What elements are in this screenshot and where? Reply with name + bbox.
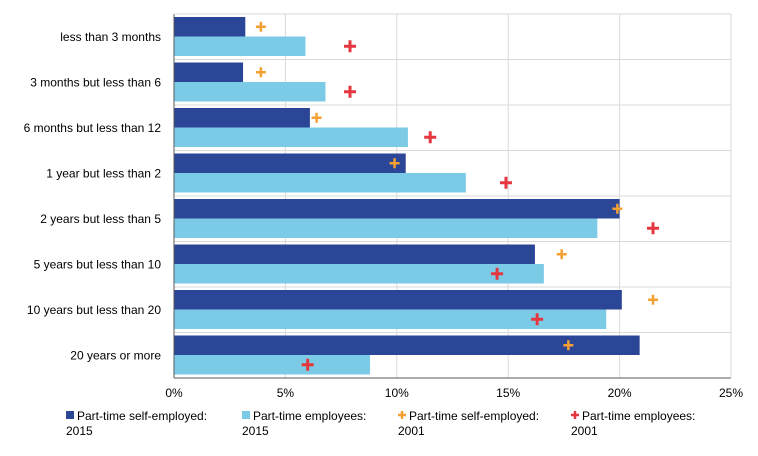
markers bbox=[255, 21, 660, 371]
marker-self-employed-2001-5 bbox=[556, 249, 567, 260]
marker-self-employed-2001-7 bbox=[563, 340, 574, 351]
bar-employees-2015-0 bbox=[174, 36, 306, 56]
category-labels: less than 3 months 3 months but less than… bbox=[24, 30, 162, 363]
marker-employees-2001-7 bbox=[301, 358, 314, 371]
legend-label-1-0: Part-time employees: bbox=[253, 409, 366, 423]
x-tick-label-5: 25% bbox=[719, 386, 743, 400]
legend-label-0-1: 2015 bbox=[66, 424, 93, 438]
legend-label-2-0: Part-time self-employed: bbox=[409, 409, 539, 423]
marker-self-employed-2001-1 bbox=[255, 67, 266, 78]
marker-self-employed-2001-2 bbox=[311, 112, 322, 123]
bar-employees-2015-7 bbox=[174, 355, 371, 375]
bars bbox=[174, 17, 640, 375]
x-tick-label-3: 15% bbox=[496, 386, 520, 400]
marker-self-employed-2001-3 bbox=[389, 158, 400, 169]
legend-item-1: Part-time employees:2015 bbox=[242, 409, 366, 438]
x-tick-label-0: 0% bbox=[165, 386, 183, 400]
bar-self-employed-2015-5 bbox=[174, 244, 535, 264]
bar-employees-2015-1 bbox=[174, 82, 326, 102]
marker-employees-2001-2 bbox=[424, 131, 437, 144]
marker-employees-2001-3 bbox=[499, 176, 512, 189]
axes bbox=[173, 13, 732, 379]
bar-self-employed-2015-1 bbox=[174, 62, 244, 82]
category-label-3: 1 year but less than 2 bbox=[46, 166, 161, 180]
legend-label-3-0: Part-time employees: bbox=[582, 409, 695, 423]
marker-employees-2001-0 bbox=[344, 40, 357, 53]
legend-swatch-2 bbox=[398, 411, 406, 419]
legend-swatch-3 bbox=[571, 411, 579, 419]
legend-label-1-1: 2015 bbox=[242, 424, 269, 438]
category-label-7: 20 years or more bbox=[70, 348, 161, 362]
category-label-0: less than 3 months bbox=[60, 30, 161, 44]
bar-self-employed-2015-7 bbox=[174, 335, 640, 355]
legend-swatch-1 bbox=[242, 411, 250, 419]
category-separators bbox=[174, 59, 731, 333]
bar-employees-2015-3 bbox=[174, 173, 466, 193]
bar-employees-2015-2 bbox=[174, 127, 408, 147]
marker-employees-2001-4 bbox=[647, 222, 660, 235]
x-tick-label-1: 5% bbox=[277, 386, 295, 400]
bar-employees-2015-6 bbox=[174, 309, 607, 329]
x-tick-labels: 0% 5% 10% 15% 20% 25% bbox=[165, 386, 743, 400]
bar-employees-2015-4 bbox=[174, 218, 598, 238]
bar-self-employed-2015-3 bbox=[174, 153, 406, 173]
legend-label-3-1: 2001 bbox=[571, 424, 598, 438]
legend-item-0: Part-time self-employed:2015 bbox=[66, 409, 207, 438]
legend-item-3: Part-time employees:2001 bbox=[571, 409, 695, 438]
marker-employees-2001-1 bbox=[344, 85, 357, 98]
bar-employees-2015-5 bbox=[174, 264, 544, 284]
category-label-6: 10 years but less than 20 bbox=[27, 303, 161, 317]
category-label-2: 6 months but less than 12 bbox=[24, 121, 162, 135]
category-label-5: 5 years but less than 10 bbox=[34, 257, 162, 271]
bar-self-employed-2015-4 bbox=[174, 199, 620, 219]
bar-self-employed-2015-6 bbox=[174, 290, 622, 310]
marker-self-employed-2001-6 bbox=[648, 294, 659, 305]
legend-label-0-0: Part-time self-employed: bbox=[77, 409, 207, 423]
marker-employees-2001-6 bbox=[531, 313, 544, 326]
marker-self-employed-2001-4 bbox=[612, 203, 623, 214]
bar-self-employed-2015-0 bbox=[174, 17, 246, 37]
legend-swatch-0 bbox=[66, 411, 74, 419]
marker-employees-2001-5 bbox=[491, 267, 504, 280]
legend-item-2: Part-time self-employed:2001 bbox=[398, 409, 539, 438]
marker-self-employed-2001-0 bbox=[255, 21, 266, 32]
x-tick-label-2: 10% bbox=[385, 386, 409, 400]
bar-self-employed-2015-2 bbox=[174, 108, 310, 128]
x-tick-label-4: 20% bbox=[608, 386, 632, 400]
category-label-1: 3 months but less than 6 bbox=[30, 75, 161, 89]
category-label-4: 2 years but less than 5 bbox=[40, 212, 161, 226]
legend-label-2-1: 2001 bbox=[398, 424, 425, 438]
